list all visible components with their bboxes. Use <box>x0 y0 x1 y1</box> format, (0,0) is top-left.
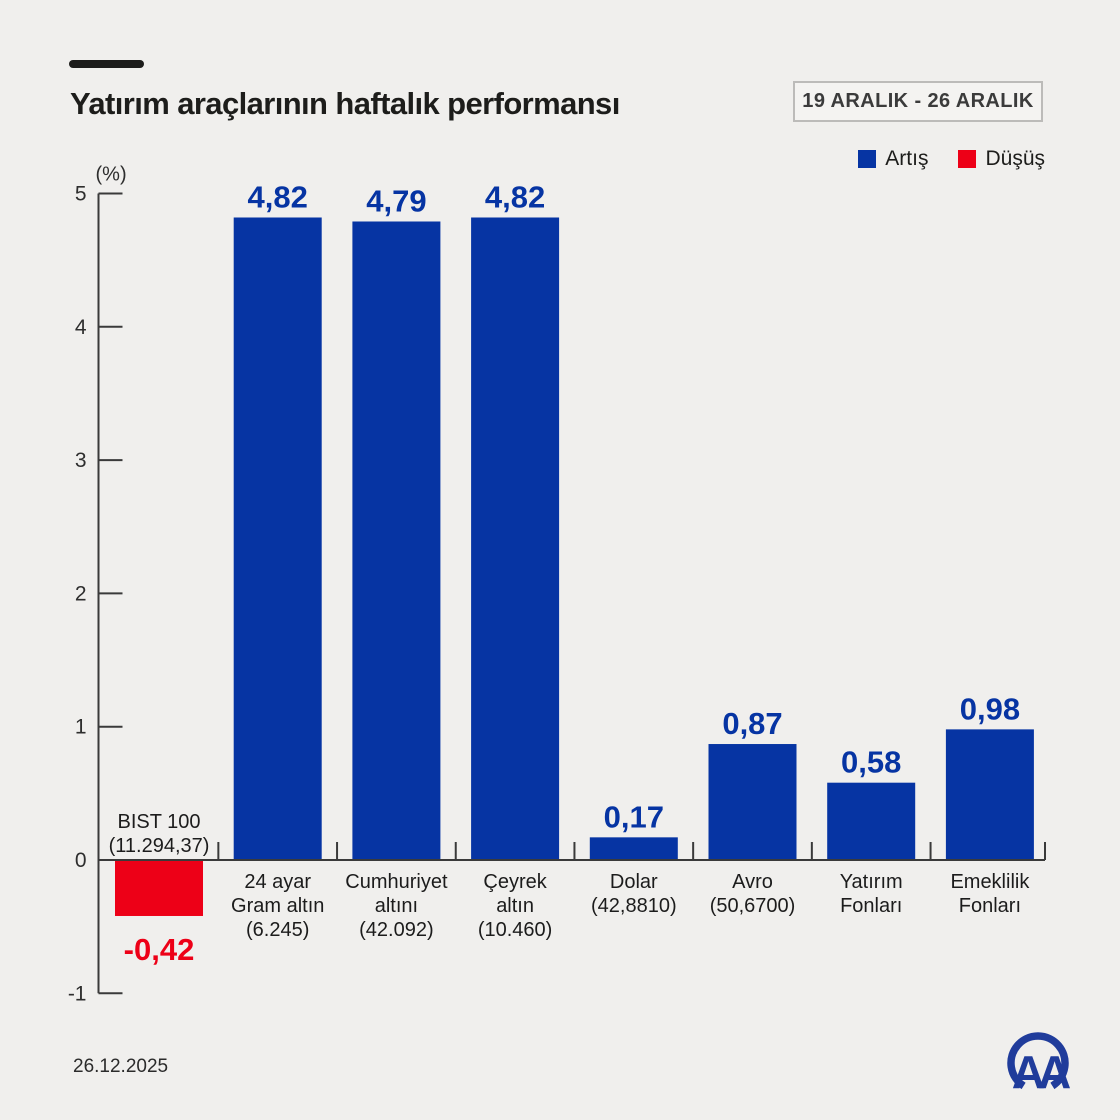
page-title: Yatırım araçlarının haftalık performansı <box>70 86 620 121</box>
footer-date: 26.12.2025 <box>73 1056 169 1077</box>
bar-value-label-gram-altin: 4,82 <box>248 179 308 214</box>
y-tick-label: 5 <box>75 183 87 206</box>
bar-value-label-cumhuriyet-altini: 4,79 <box>366 183 426 218</box>
bar-value-label-ceyrek-altin: 4,82 <box>485 179 545 214</box>
bar-value-label-avro: 0,87 <box>722 706 782 741</box>
bar-cumhuriyet-altini <box>352 221 441 861</box>
bar-gram-altin <box>233 217 322 860</box>
title-accent-bar <box>69 60 144 68</box>
y-tick-label: 4 <box>75 316 87 339</box>
y-tick-label: 0 <box>75 849 87 872</box>
bar-ceyrek-altin <box>471 217 560 860</box>
legend-decrease-label: Düşüş <box>985 147 1045 170</box>
chart-legend: Artış Düşüş <box>855 147 1045 171</box>
category-label-bist-100: BIST 100 (11.294,37) <box>109 811 210 857</box>
y-tick-label: 2 <box>75 582 87 605</box>
bar-value-label-emeklilik-fonlari: 0,98 <box>960 691 1020 726</box>
y-tick-label: 3 <box>75 449 87 472</box>
date-range-badge: 19 ARALIK - 26 ARALIK <box>793 81 1043 122</box>
legend-increase-label: Artış <box>885 147 929 170</box>
bar-bist-100 <box>115 860 203 916</box>
y-tick-label: -1 <box>68 982 87 1005</box>
category-label-avro: Avro (50,6700) <box>710 871 796 917</box>
category-label-cumhuriyet-altini: Cumhuriyet altını (42.092) <box>345 871 448 941</box>
aa-agency-logo-icon: AA <box>1007 1032 1077 1098</box>
category-label-yatirim-fonlari: Yatırım Fonları <box>840 871 903 917</box>
category-label-dolar: Dolar (42,8810) <box>591 871 677 917</box>
bar-dolar <box>589 837 678 860</box>
legend-decrease-swatch <box>958 150 977 168</box>
bar-emeklilik-fonlari <box>945 729 1034 860</box>
bar-avro <box>708 744 797 860</box>
legend-increase-swatch <box>858 150 877 168</box>
category-label-gram-altin: 24 ayar Gram altın (6.245) <box>231 871 324 941</box>
bar-yatirim-fonlari <box>827 782 916 860</box>
category-label-ceyrek-altin: Çeyrek altın (10.460) <box>478 871 553 941</box>
bar-value-label-bist-100: -0,42 <box>124 932 195 967</box>
y-axis-unit-label: (%) <box>96 164 127 186</box>
date-range-label: 19 ARALIK - 26 ARALIK <box>802 90 1034 112</box>
y-tick-label: 1 <box>75 716 87 739</box>
bar-value-label-dolar: 0,17 <box>604 799 664 834</box>
category-label-emeklilik-fonlari: Emeklilik Fonları <box>950 871 1030 917</box>
bar-value-label-yatirim-fonlari: 0,58 <box>841 745 901 780</box>
svg-text:AA: AA <box>1012 1046 1070 1098</box>
